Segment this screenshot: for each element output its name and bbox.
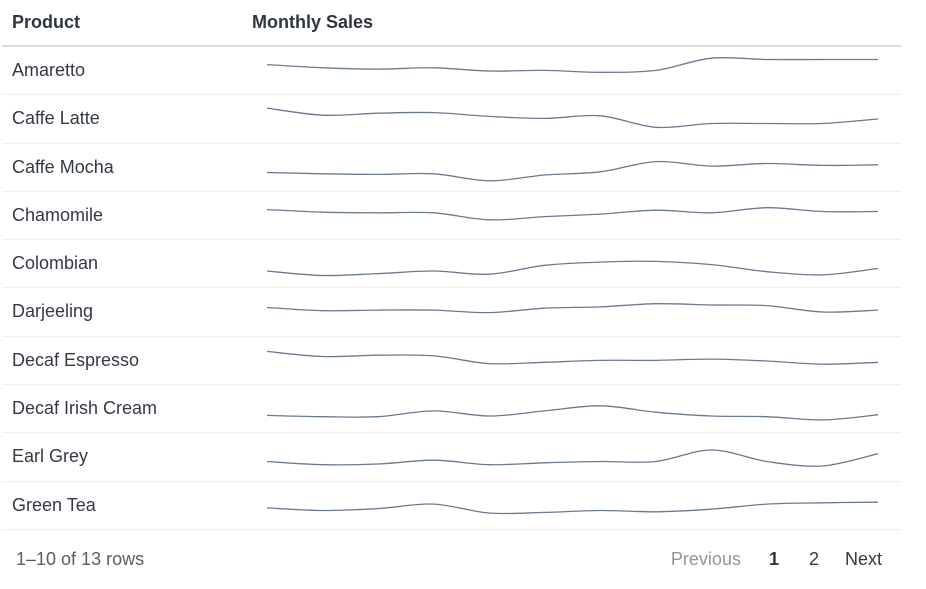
sparkline-series (266, 56, 878, 73)
monthly-sales-sparkline (266, 260, 879, 277)
pagination: Previous 1 2 Next (671, 549, 882, 570)
product-name: Darjeeling (12, 301, 94, 322)
table-row: Darjeeling (2, 288, 901, 337)
product-name: Amaretto (12, 60, 86, 80)
sparkline-series (266, 405, 879, 421)
sparkline-series (266, 449, 879, 468)
page-2-button[interactable]: 2 (808, 549, 819, 569)
table-row: Decaf Espresso (2, 337, 901, 386)
column-header-monthly-sales[interactable]: Monthly Sales (252, 12, 374, 32)
page-1-button[interactable]: 1 (768, 549, 779, 569)
monthly-sales-sparkline (266, 350, 879, 365)
monthly-sales-sparkline (266, 405, 879, 421)
product-name: Colombian (12, 253, 99, 274)
column-header-product[interactable]: Product (12, 12, 81, 32)
table-body: Amaretto Caffe Latte Caffe Mocha Chamomile C… (2, 47, 901, 530)
product-name: Caffe Latte (12, 108, 100, 129)
sparkline-series (266, 260, 879, 277)
next-page-button[interactable]: Next (844, 549, 882, 569)
monthly-sales-sparkline (266, 160, 879, 182)
product-name: Chamomile (12, 204, 104, 225)
monthly-sales-sparkline (266, 303, 879, 314)
table-header: Product Monthly Sales (2, 0, 901, 47)
sales-table: Product Monthly Sales Amaretto Caffe Latt… (2, 0, 901, 530)
sparkline-series (266, 160, 879, 182)
monthly-sales-sparkline (266, 206, 879, 221)
sparkline-series (266, 501, 879, 514)
product-name: Caffe Mocha (12, 156, 114, 177)
row-count-info: 1–10 of 13 rows (16, 549, 145, 569)
sparkline-series (266, 303, 879, 314)
sparkline-series (266, 107, 879, 129)
monthly-sales-sparkline (266, 56, 878, 73)
monthly-sales-sparkline (266, 107, 879, 129)
table-footer: 1–10 of 13 rows Previous 1 2 Next (0, 540, 900, 580)
table-row: Green Tea (2, 482, 901, 530)
table-row: Decaf Irish Cream (2, 385, 901, 434)
table-row: Caffe Mocha (2, 144, 901, 192)
sparkline-series (266, 350, 879, 365)
table-row: Colombian (2, 240, 901, 289)
table-row: Amaretto (2, 47, 901, 96)
table-row: Chamomile (2, 192, 901, 241)
product-name: Earl Grey (12, 446, 89, 467)
monthly-sales-sparkline (266, 449, 879, 468)
product-name: Decaf Espresso (12, 349, 140, 370)
table-row: Caffe Latte (2, 95, 901, 144)
table-row: Earl Grey (2, 433, 901, 482)
product-name: Decaf Irish Cream (12, 398, 158, 419)
sparkline-series (266, 206, 879, 221)
monthly-sales-sparkline (266, 501, 879, 514)
previous-page-button[interactable]: Previous (670, 549, 741, 569)
product-name: Green Tea (12, 494, 96, 515)
